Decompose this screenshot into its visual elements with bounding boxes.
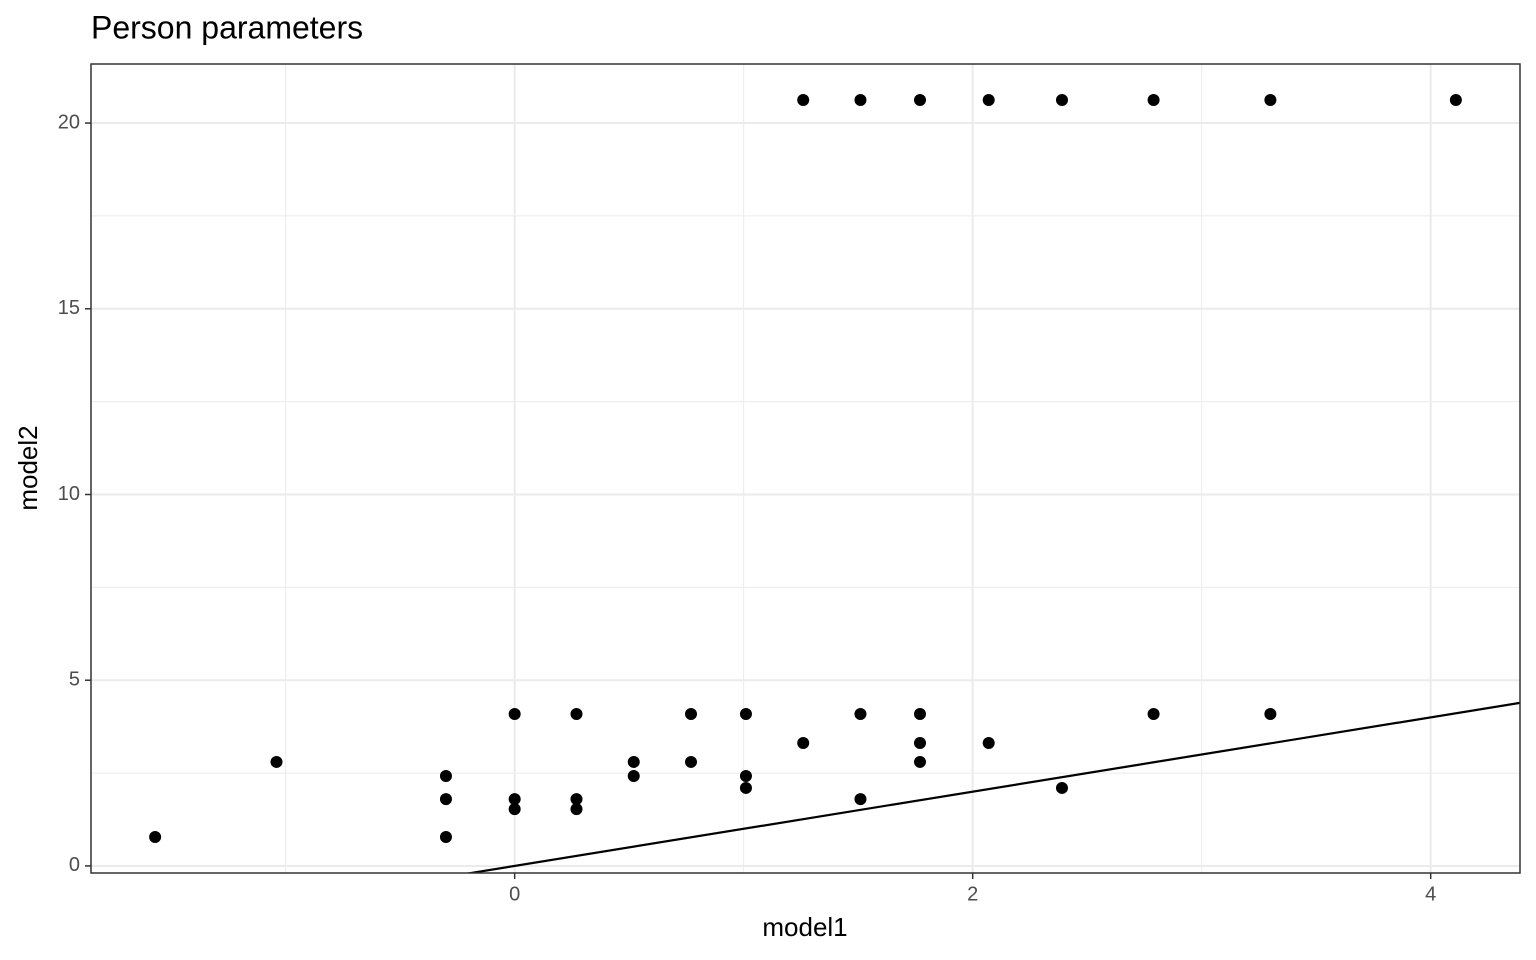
point <box>1055 781 1068 794</box>
point <box>739 781 752 794</box>
y-tick-label: 20 <box>58 111 80 133</box>
point <box>739 708 752 721</box>
plot-area <box>149 94 1520 873</box>
point <box>570 708 583 721</box>
point <box>797 94 810 107</box>
y-tick-label: 10 <box>58 483 80 505</box>
point <box>439 830 452 843</box>
point <box>854 708 867 721</box>
x-tick-label: 4 <box>1425 883 1436 905</box>
x-axis-label: model1 <box>762 912 847 942</box>
reference-line <box>464 701 1520 873</box>
point <box>1147 94 1160 107</box>
point <box>270 755 283 768</box>
x-tick-label: 0 <box>509 883 520 905</box>
point <box>508 803 521 816</box>
point <box>627 755 640 768</box>
y-tick-label: 0 <box>69 854 80 876</box>
point <box>1449 94 1462 107</box>
x-tick-label: 2 <box>967 883 978 905</box>
point <box>914 708 927 721</box>
point <box>1264 94 1277 107</box>
point <box>914 94 927 107</box>
y-tick-label: 15 <box>58 297 80 319</box>
point <box>149 830 162 843</box>
point <box>1055 94 1068 107</box>
y-tick-label: 5 <box>69 669 80 691</box>
point <box>684 755 697 768</box>
point <box>914 755 927 768</box>
point <box>739 770 752 783</box>
point <box>570 793 583 806</box>
point <box>627 770 640 783</box>
point <box>570 803 583 816</box>
point <box>797 736 810 749</box>
point <box>982 736 995 749</box>
point <box>684 708 697 721</box>
point <box>982 94 995 107</box>
point <box>508 793 521 806</box>
point <box>914 736 927 749</box>
point <box>1264 708 1277 721</box>
panel-border <box>90 63 1521 874</box>
point <box>1147 708 1160 721</box>
chart-title: Person parameters <box>91 9 363 45</box>
y-axis-label: model2 <box>13 425 43 510</box>
point <box>854 94 867 107</box>
point <box>439 770 452 783</box>
point <box>854 793 867 806</box>
point <box>508 708 521 721</box>
point <box>439 793 452 806</box>
